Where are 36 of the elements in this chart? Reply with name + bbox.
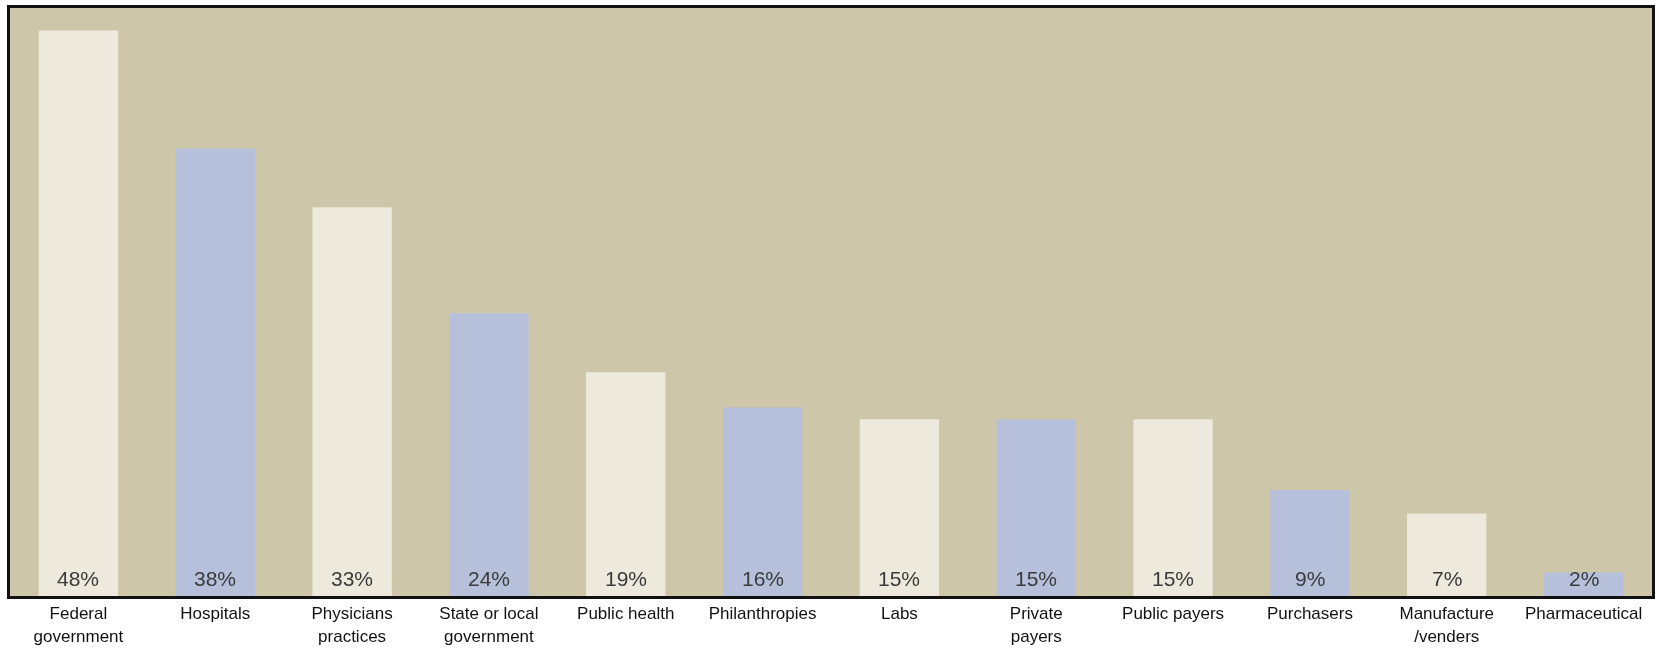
data-label: 38%	[194, 567, 237, 590]
data-label: 16%	[742, 567, 785, 590]
bar	[1270, 489, 1350, 596]
x-tick-label: Purchasers	[1266, 604, 1353, 624]
bar	[996, 419, 1076, 596]
data-label: 48%	[57, 567, 100, 590]
data-label: 15%	[1152, 567, 1195, 590]
bar	[38, 30, 119, 596]
bar	[586, 372, 666, 596]
data-label: 15%	[878, 567, 921, 590]
x-tick-label: Private payers	[1009, 604, 1063, 646]
x-tick-label: Hospitals	[180, 604, 251, 624]
data-label: 19%	[605, 567, 648, 590]
bar	[312, 207, 392, 596]
x-tick-label: Pharmaceutical	[1524, 604, 1643, 624]
x-tick-label: State or local government	[439, 604, 539, 646]
bar	[449, 313, 529, 596]
x-tick-label: Labs	[880, 604, 918, 624]
data-label: 9%	[1295, 567, 1326, 590]
data-label: 2%	[1569, 567, 1600, 590]
x-tick-label: Federal government	[33, 604, 124, 646]
x-tick-label: Physicians practices	[311, 604, 393, 646]
data-label: 7%	[1432, 567, 1463, 590]
data-label: 33%	[331, 567, 374, 590]
x-tick-label: Philanthropies	[708, 604, 817, 624]
bar	[1407, 513, 1487, 596]
data-label: 15%	[1015, 567, 1058, 590]
x-tick-label: Public health	[577, 604, 675, 624]
bar	[859, 419, 940, 596]
x-tick-label: Public payers	[1122, 604, 1225, 624]
bar	[1133, 419, 1213, 596]
bar	[722, 407, 803, 596]
x-tick-label: Manufacture /venders	[1399, 604, 1494, 646]
bar	[175, 148, 255, 596]
data-label: 24%	[468, 567, 511, 590]
bar	[1543, 572, 1624, 596]
